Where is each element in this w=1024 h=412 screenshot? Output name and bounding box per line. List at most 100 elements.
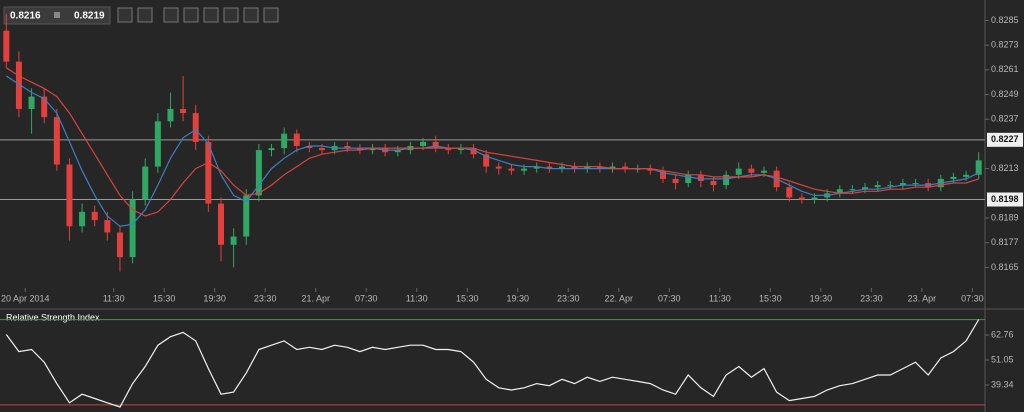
x-tick-label: 07:30: [961, 293, 984, 303]
candle-body: [420, 141, 427, 146]
candle-body: [255, 150, 262, 196]
candle-body: [15, 61, 22, 109]
candle-body: [41, 96, 48, 118]
candle-body: [3, 30, 10, 62]
x-tick-label: 07:30: [355, 293, 378, 303]
x-tick-label: 21. Apr: [301, 293, 330, 303]
x-tick-label: 11:30: [709, 293, 731, 303]
y-tick-label: 0.8189: [991, 212, 1019, 222]
moving-average-line: [5, 67, 979, 217]
candle-body: [116, 232, 123, 258]
candle-body: [659, 170, 666, 179]
ask: 0.8219: [74, 11, 105, 22]
candle-body: [432, 141, 439, 149]
zoom-out-button[interactable]: [137, 7, 153, 23]
x-tick-label: 15:30: [759, 293, 782, 303]
y-tick-label: 0.8213: [991, 163, 1019, 173]
candle-body: [230, 236, 237, 245]
y-tick-label: 0.8261: [991, 64, 1019, 74]
x-tick-label: 23. Apr: [908, 293, 937, 303]
line-tool-button[interactable]: [263, 7, 279, 23]
x-tick-label: 19:30: [203, 293, 226, 303]
x-tick-label: 22. Apr: [605, 293, 634, 303]
candle-body: [811, 197, 818, 200]
chart-type-button[interactable]: [183, 7, 199, 23]
x-tick-label: 19:30: [810, 293, 833, 303]
candle-body: [180, 108, 187, 114]
indicators-button[interactable]: [203, 7, 219, 23]
candle-body: [622, 166, 629, 169]
candle-body: [975, 160, 982, 175]
candle-body: [306, 146, 313, 149]
candle-body: [445, 148, 452, 151]
x-tick-label: 11:30: [406, 293, 428, 303]
candle-body: [836, 189, 843, 194]
toolbar: 0.8216 0.8219: [3, 6, 279, 25]
candle-body: [192, 113, 199, 142]
candle-body: [546, 166, 553, 169]
candle-body: [66, 164, 73, 227]
x-tick-label: 15:30: [153, 293, 176, 303]
zoom-in-button[interactable]: [117, 7, 133, 23]
candle-body: [584, 166, 591, 169]
y-tick-label: 0.8249: [991, 89, 1019, 99]
candle-body: [495, 166, 502, 169]
y-tick-label: 62.76: [991, 329, 1014, 339]
x-tick-label: 19:30: [506, 293, 529, 303]
candle-body: [167, 108, 174, 122]
candle-body: [28, 96, 35, 109]
y-tick-label: 0.8273: [991, 40, 1019, 50]
candle-body: [243, 195, 250, 237]
candle-body: [647, 168, 654, 171]
y-tick-label: 39.34: [991, 379, 1014, 389]
candle-body: [786, 187, 793, 198]
x-tick-label: 15:30: [456, 293, 479, 303]
quote-icon: [54, 12, 60, 18]
candle-body: [533, 166, 540, 169]
x-tick-label: 11:30: [103, 293, 125, 303]
candle-body: [142, 166, 149, 200]
candle-body: [104, 220, 111, 233]
x-tick-label: 07:30: [658, 293, 681, 303]
candle-body: [129, 199, 136, 258]
x-tick-label: 23:30: [860, 293, 883, 303]
candle-body: [217, 203, 224, 245]
rsi-title: Relative Strength Index: [6, 312, 100, 322]
draw-button[interactable]: [243, 7, 259, 23]
y-tick-label: 0.8237: [991, 114, 1019, 124]
level-label: 0.8198: [991, 194, 1019, 204]
y-tick-label: 0.8285: [991, 15, 1019, 25]
candle-body: [268, 148, 275, 151]
y-tick-label: 51.05: [991, 354, 1014, 364]
level-box: [987, 192, 1023, 207]
candle-body: [356, 148, 363, 151]
candle-body: [205, 141, 212, 204]
candle-body: [596, 166, 603, 169]
candle-body: [369, 148, 376, 151]
candle-body: [874, 185, 881, 188]
copy-button[interactable]: [223, 7, 239, 23]
candle-body: [761, 170, 768, 173]
candle-body: [558, 166, 565, 169]
candle-body: [849, 189, 856, 191]
candle-body: [154, 121, 161, 167]
candle-body: [521, 168, 528, 171]
candle-body: [887, 185, 894, 187]
candle-body: [508, 168, 515, 171]
x-tick-label: 20 Apr 2014: [1, 293, 50, 303]
bid: 0.8216: [10, 11, 41, 22]
candle-body: [735, 168, 742, 175]
candle-body: [798, 197, 805, 200]
candle-body: [319, 148, 326, 151]
level-box: [987, 132, 1023, 147]
candle-body: [571, 166, 578, 169]
period-button[interactable]: [163, 7, 179, 23]
candle-body: [710, 180, 717, 186]
candle-body: [963, 174, 970, 177]
candle-body: [685, 174, 692, 184]
candle-body: [53, 117, 60, 165]
candle-body: [862, 187, 869, 190]
candle-body: [457, 148, 464, 151]
candle-body: [344, 146, 351, 149]
